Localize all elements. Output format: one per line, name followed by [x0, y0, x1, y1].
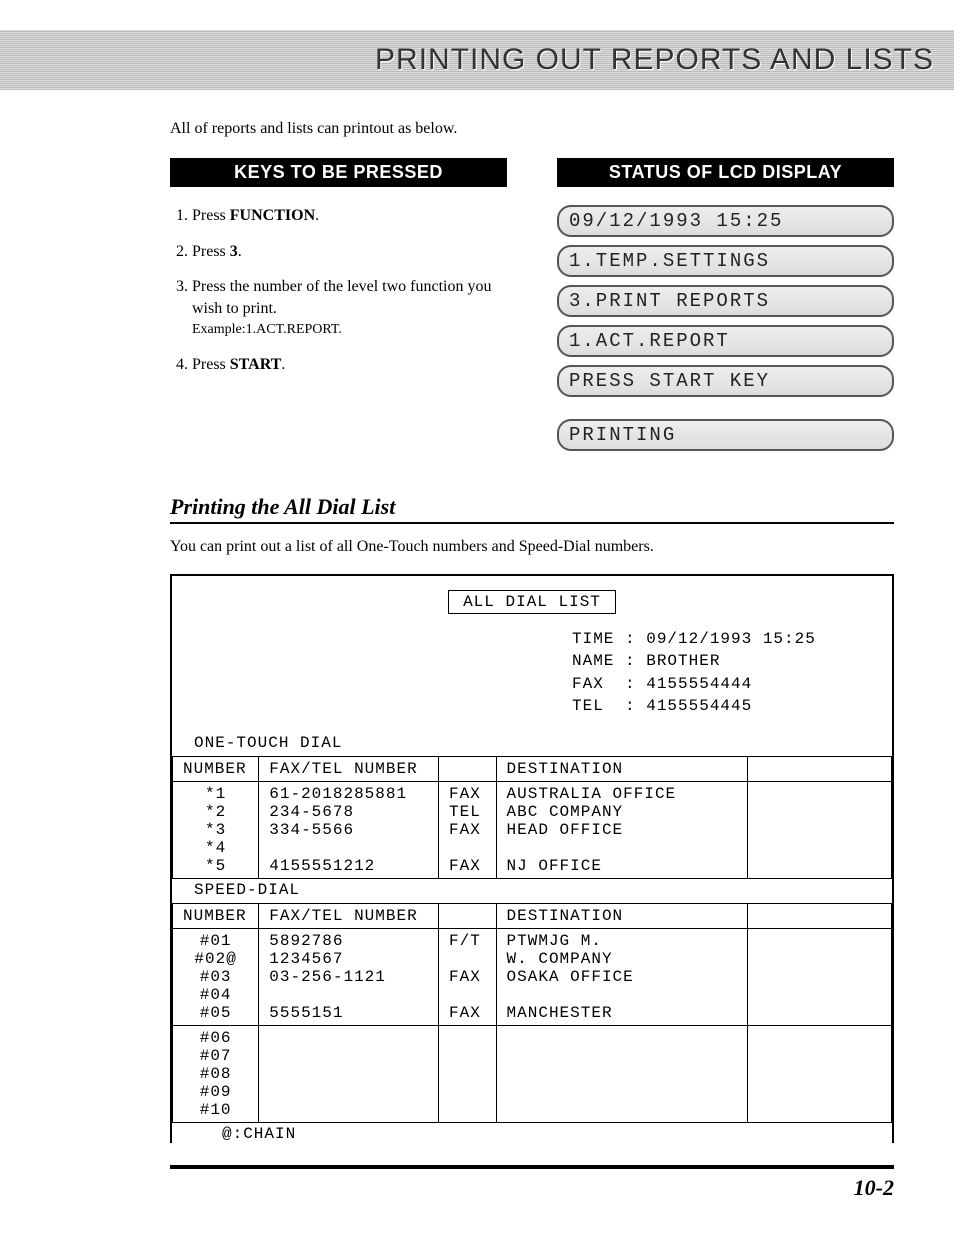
table-cell: AUSTRALIA OFFICEABC COMPANYHEAD OFFICE N…	[496, 781, 748, 878]
col-type	[439, 756, 497, 781]
lcd-line: 09/12/1993 15:25	[557, 205, 894, 237]
table-cell	[496, 1025, 748, 1122]
table-cell	[439, 1025, 497, 1122]
table-cell	[748, 928, 892, 1025]
keys-column: KEYS TO BE PRESSED Press FUNCTION.Press …	[170, 158, 507, 459]
col-faxtel: FAX/TEL NUMBER	[259, 756, 439, 781]
two-column: KEYS TO BE PRESSED Press FUNCTION.Press …	[170, 158, 894, 459]
speed-dial-table: NUMBER FAX/TEL NUMBER DESTINATION #01#02…	[172, 903, 892, 1123]
status-column: STATUS OF LCD DISPLAY 09/12/1993 15:25 1.…	[557, 158, 894, 459]
step-item: Press FUNCTION.	[192, 205, 507, 227]
table-cell: *1*2*3*4*5	[173, 781, 259, 878]
col-dest: DESTINATION	[496, 903, 748, 928]
step-item: Press the number of the level two functi…	[192, 276, 507, 340]
col-blank	[748, 903, 892, 928]
table-cell: 5892786123456703-256-1121 5555151	[259, 928, 439, 1025]
one-touch-table: NUMBER FAX/TEL NUMBER DESTINATION *1*2*3…	[172, 756, 892, 879]
table-row: #06#07#08#09#10	[173, 1025, 892, 1122]
table-cell	[748, 781, 892, 878]
report-box: ALL DIAL LIST TIME : 09/12/1993 15:25 NA…	[170, 574, 894, 1143]
col-dest: DESTINATION	[496, 756, 748, 781]
lcd-line: 1.TEMP.SETTINGS	[557, 245, 894, 277]
lcd-line: 1.ACT.REPORT	[557, 325, 894, 357]
subheading: Printing the All Dial List	[170, 494, 894, 524]
report-meta: TIME : 09/12/1993 15:25 NAME : BROTHER F…	[172, 628, 862, 718]
steps-list: Press FUNCTION. Press 3. Press the number …	[170, 205, 507, 376]
lcd-line: PRESS START KEY	[557, 365, 894, 397]
table-cell: 61-2018285881234-5678334-5566 4155551212	[259, 781, 439, 878]
table-row: *1*2*3*4*561-2018285881234-5678334-5566 …	[173, 781, 892, 878]
col-number: NUMBER	[173, 903, 259, 928]
table-cell	[748, 1025, 892, 1122]
step-item: Press START.	[192, 354, 507, 376]
lcd-line: 3.PRINT REPORTS	[557, 285, 894, 317]
col-blank	[748, 756, 892, 781]
banner-title: PRINTING OUT REPORTS AND LISTS	[375, 43, 934, 77]
lcd-group: 09/12/1993 15:25 1.TEMP.SETTINGS 3.PRINT R…	[557, 205, 894, 397]
col-type	[439, 903, 497, 928]
table-header-row: NUMBER FAX/TEL NUMBER DESTINATION	[173, 903, 892, 928]
one-touch-label: ONE-TOUCH DIAL	[172, 732, 892, 756]
step-item: Press 3.	[192, 241, 507, 263]
table-cell: #01#02@#03#04#05	[173, 928, 259, 1025]
chain-note: @:CHAIN	[172, 1123, 892, 1143]
speed-dial-label: SPEED-DIAL	[172, 879, 892, 903]
table-row: #01#02@#03#04#055892786123456703-256-112…	[173, 928, 892, 1025]
report-title: ALL DIAL LIST	[448, 590, 616, 614]
table-cell	[259, 1025, 439, 1122]
table-cell: FAXTELFAX FAX	[439, 781, 497, 878]
page: PRINTING OUT REPORTS AND LISTS Ch.10 All…	[0, 0, 954, 1241]
intro-text: All of reports and lists can printout as…	[170, 120, 894, 138]
status-heading: STATUS OF LCD DISPLAY	[557, 158, 894, 187]
table-cell: #06#07#08#09#10	[173, 1025, 259, 1122]
banner: PRINTING OUT REPORTS AND LISTS	[0, 30, 954, 90]
col-faxtel: FAX/TEL NUMBER	[259, 903, 439, 928]
lcd-line: PRINTING	[557, 419, 894, 451]
keys-heading: KEYS TO BE PRESSED	[170, 158, 507, 187]
col-number: NUMBER	[173, 756, 259, 781]
table-header-row: NUMBER FAX/TEL NUMBER DESTINATION	[173, 756, 892, 781]
table-cell: PTWMJG M.W. COMPANYOSAKA OFFICE MANCHEST…	[496, 928, 748, 1025]
table-cell: F/T FAX FAX	[439, 928, 497, 1025]
footer-rule	[170, 1165, 894, 1169]
subintro: You can print out a list of all One-Touc…	[170, 538, 894, 556]
page-number: 10-2	[60, 1175, 894, 1201]
